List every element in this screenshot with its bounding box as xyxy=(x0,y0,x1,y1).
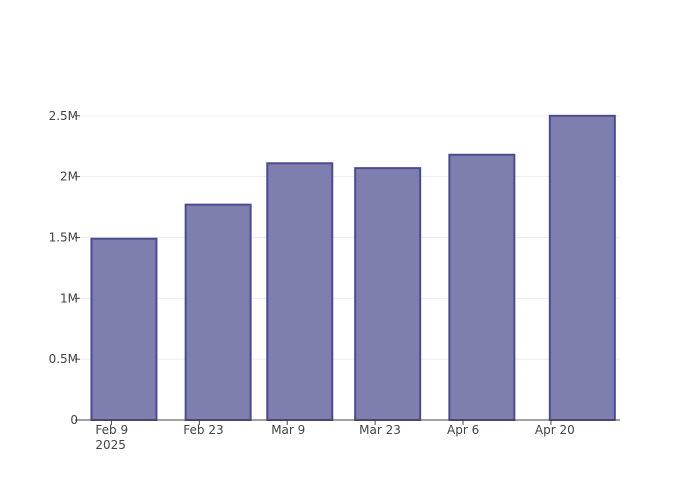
y-tick-label: 0 xyxy=(70,413,78,427)
bar xyxy=(548,114,616,421)
x-tick-label: Apr 20 xyxy=(535,423,575,437)
y-tick-label: 0.5M xyxy=(49,352,78,366)
bar xyxy=(354,167,422,421)
bar xyxy=(90,237,158,421)
x-tick-label: Apr 6 xyxy=(447,423,479,437)
y-tick-label: 2.5M xyxy=(49,109,78,123)
bar xyxy=(448,153,516,422)
x-tick-label: Mar 9 xyxy=(271,423,305,437)
y-tick-label: 1M xyxy=(60,291,78,305)
x-tick-label: Mar 23 xyxy=(359,423,401,437)
bar xyxy=(184,203,252,421)
x-tick-label: Feb 23 xyxy=(183,423,223,437)
y-tick-label: 2M xyxy=(60,170,78,184)
x-tick-label: Feb 9 2025 xyxy=(95,423,128,452)
y-tick-label: 1.5M xyxy=(49,230,78,244)
bar xyxy=(266,162,334,421)
